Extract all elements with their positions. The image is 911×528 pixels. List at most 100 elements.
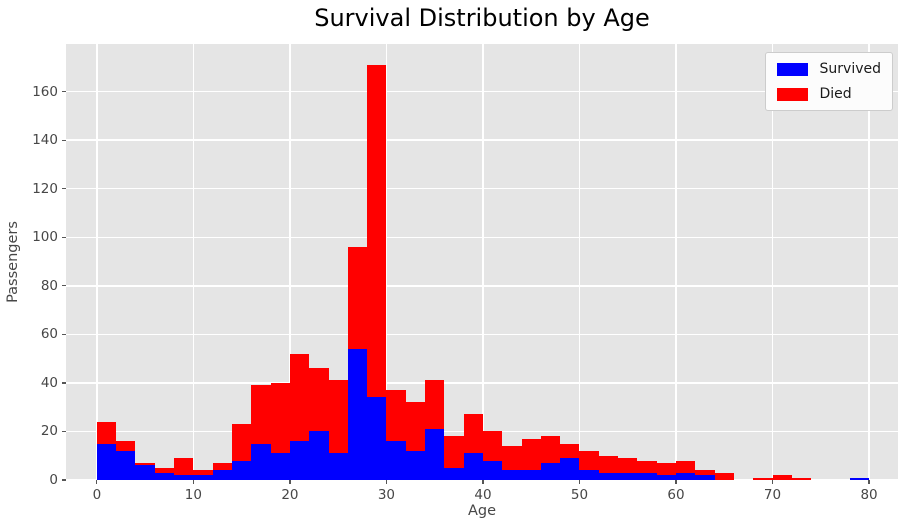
bar-survived	[579, 470, 599, 480]
x-tick-mark	[289, 480, 291, 484]
x-gridline	[482, 44, 484, 480]
bar-died	[289, 353, 310, 442]
x-tick-label: 50	[570, 487, 589, 503]
x-tick-mark	[675, 480, 677, 484]
x-tick-label: 0	[92, 487, 102, 503]
y-tick-mark	[62, 139, 66, 141]
x-gridline	[868, 44, 870, 480]
x-gridline	[289, 44, 291, 480]
bar-died	[560, 443, 580, 459]
bar-died	[212, 463, 232, 471]
bar-died	[695, 470, 715, 476]
y-gridline	[66, 333, 898, 336]
y-gridline	[66, 382, 898, 384]
plot-area: Survived Died 0 10 20 30 40 50 60 70 80 0 20 40 60 80…	[32, 44, 898, 503]
x-tick-mark	[192, 480, 194, 484]
y-tick-label: 40	[40, 374, 58, 391]
bar-survived	[425, 429, 445, 480]
bar-survived	[212, 470, 232, 480]
bar-died	[154, 467, 175, 473]
bar-died	[367, 64, 387, 398]
y-gridline	[66, 139, 898, 141]
bar-died	[96, 421, 117, 444]
bar-survived	[444, 467, 464, 480]
x-gridline	[675, 44, 677, 480]
bar-died	[347, 246, 368, 349]
bar-died	[116, 441, 136, 451]
bar-survived	[695, 475, 715, 480]
bar-survived	[289, 441, 310, 480]
bar-survived	[637, 472, 657, 480]
x-tick-mark	[96, 480, 98, 484]
bar-died	[174, 458, 194, 476]
x-tick-label: 30	[377, 487, 396, 503]
y-tick-mark	[62, 382, 66, 384]
bar-survived	[386, 441, 406, 480]
x-tick-mark	[482, 480, 484, 484]
x-tick-mark	[771, 480, 774, 484]
bar-died	[270, 382, 290, 454]
bar-survived	[598, 472, 619, 480]
bar-died	[425, 380, 445, 430]
y-tick-label: 100	[32, 229, 58, 246]
x-tick-label: 10	[184, 487, 202, 503]
x-tick-label: 70	[763, 487, 782, 503]
x-gridline	[578, 44, 581, 480]
x-tick-mark	[868, 480, 870, 484]
survived-color-swatch	[776, 62, 808, 76]
x-tick-label: 80	[860, 487, 878, 503]
bar-died	[714, 472, 734, 480]
bar-survived	[463, 453, 483, 480]
bar-survived	[560, 458, 580, 480]
bar-survived	[405, 450, 426, 480]
y-tick-mark	[62, 91, 66, 93]
bar-survived	[154, 472, 175, 480]
x-gridline	[192, 44, 195, 480]
y-tick-mark	[62, 236, 66, 238]
bar-survived	[174, 475, 194, 480]
bar-died	[135, 463, 155, 466]
legend: Survived Died	[764, 52, 893, 111]
bar-survived	[251, 443, 271, 480]
y-tick-label: 120	[32, 180, 58, 197]
legend-item-died: Died	[776, 86, 881, 102]
y-gridline	[66, 187, 898, 190]
y-tick-mark	[62, 285, 66, 287]
y-tick-mark	[62, 430, 66, 433]
bar-survived	[618, 472, 638, 480]
y-tick-label: 160	[32, 83, 58, 100]
bar-died	[598, 455, 619, 473]
bar-died	[502, 446, 522, 471]
chart-title: Survival Distribution by Age	[314, 4, 650, 32]
bar-survived	[347, 348, 368, 480]
bar-died	[521, 438, 541, 471]
bar-died	[444, 436, 464, 468]
bar-survived	[676, 472, 696, 480]
x-gridline	[771, 44, 774, 480]
y-gridline	[66, 236, 898, 238]
x-tick-label: 60	[667, 487, 685, 503]
bar-died	[791, 477, 812, 480]
bar-survived	[502, 470, 522, 480]
x-tick-label: 40	[474, 487, 492, 503]
bar-survived	[116, 450, 136, 480]
bar-died	[753, 477, 773, 480]
y-tick-label: 60	[40, 326, 58, 343]
bar-died	[463, 414, 483, 454]
bar-died	[618, 458, 638, 473]
bar-died	[637, 460, 657, 473]
bar-survived	[482, 460, 503, 480]
x-tick-mark	[385, 480, 388, 484]
bar-survived	[328, 453, 348, 480]
bar-died	[328, 380, 348, 454]
bar-died	[405, 402, 426, 451]
y-axis-label: Passengers	[5, 221, 21, 303]
y-tick-label: 80	[40, 277, 58, 294]
bar-died	[193, 470, 213, 476]
bar-survived	[270, 453, 290, 480]
y-gridline	[66, 285, 898, 287]
y-tick-mark	[62, 479, 66, 481]
y-tick-label: 0	[49, 472, 58, 488]
bar-died	[579, 450, 599, 471]
